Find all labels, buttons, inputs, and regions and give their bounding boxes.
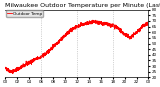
Legend: Outdoor Temp: Outdoor Temp	[6, 10, 43, 17]
Text: Milwaukee Outdoor Temperature per Minute (Last 24 Hours): Milwaukee Outdoor Temperature per Minute…	[5, 3, 160, 8]
